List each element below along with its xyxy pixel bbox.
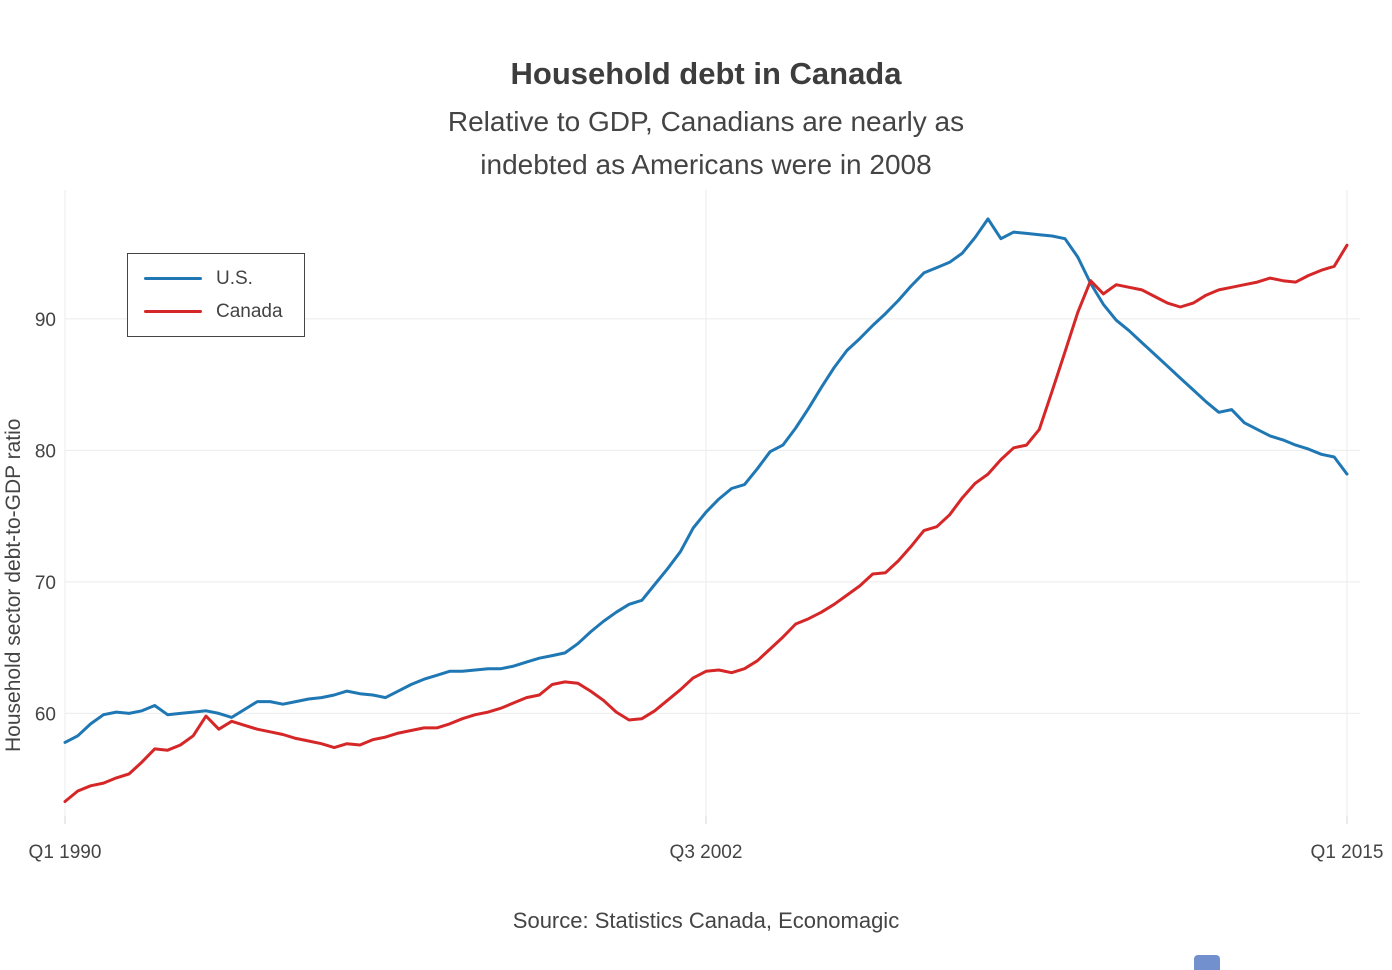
source-caption: Source: Statistics Canada, Economagic bbox=[512, 908, 900, 933]
y-tick-label: 90 bbox=[35, 310, 56, 331]
plotly-logo-icon[interactable] bbox=[1194, 955, 1220, 970]
us-line-swatch bbox=[144, 277, 202, 280]
legend-box: U.S. Canada bbox=[127, 253, 305, 337]
legend-item-us[interactable]: U.S. bbox=[144, 269, 288, 288]
chart-subtitle-line2: indebted as Americans were in 2008 bbox=[480, 149, 932, 181]
x-tick-label: Q3 2002 bbox=[670, 842, 743, 863]
legend-label-us: U.S. bbox=[216, 268, 253, 289]
series-line-canada[interactable] bbox=[63, 243, 1349, 803]
x-tick-label: Q1 2015 bbox=[1311, 842, 1384, 863]
chart-subtitle-line1: Relative to GDP, Canadians are nearly as bbox=[447, 105, 965, 137]
legend-item-canada[interactable]: Canada bbox=[144, 302, 288, 321]
title-block: Household debt in Canada Relative to GDP… bbox=[65, 56, 1347, 186]
y-tick-label: 70 bbox=[35, 573, 56, 594]
legend-label-canada: Canada bbox=[216, 301, 283, 322]
chart-title: Household debt in Canada bbox=[510, 56, 902, 91]
x-tick-label: Q1 1990 bbox=[29, 842, 102, 863]
y-tick-label: 60 bbox=[35, 704, 56, 725]
canada-line-swatch bbox=[144, 310, 202, 313]
series-line-us[interactable] bbox=[63, 217, 1349, 744]
chart-subtitle: Relative to GDP, Canadians are nearly as… bbox=[65, 100, 1347, 187]
y-tick-label: 80 bbox=[35, 441, 56, 462]
